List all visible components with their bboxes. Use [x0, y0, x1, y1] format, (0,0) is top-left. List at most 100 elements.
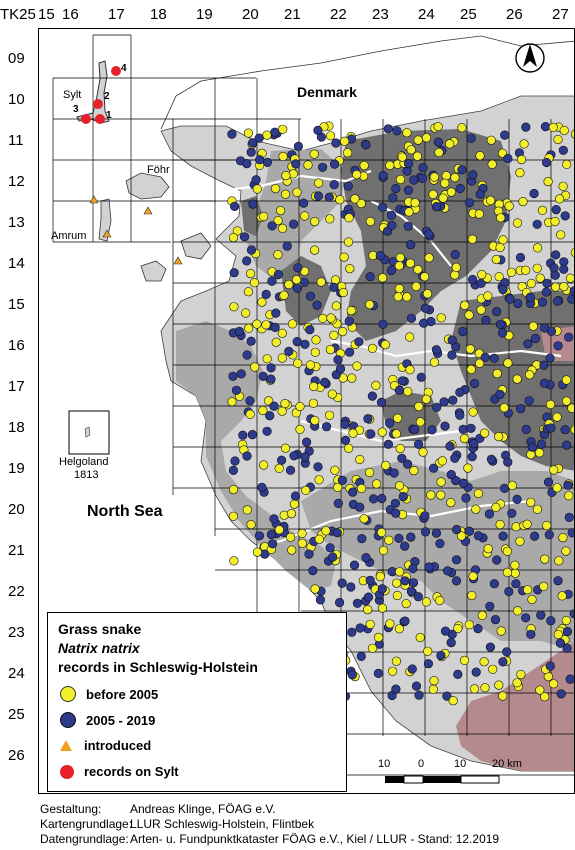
record-before-2005: [474, 209, 484, 219]
record-before-2005: [522, 585, 533, 595]
record-2005-2019: [541, 157, 552, 168]
record-before-2005: [295, 424, 305, 435]
record-2005-2019: [377, 493, 387, 504]
record-before-2005: [345, 264, 355, 274]
land-mid-south: [301, 461, 574, 651]
record-before-2005: [280, 189, 291, 199]
record-before-2005: [554, 556, 564, 566]
record-before-2005: [438, 193, 448, 203]
record-2005-2019: [383, 439, 394, 449]
legend: Grass snake Natrix natrix records in Sch…: [47, 612, 347, 792]
record-2005-2019: [333, 355, 343, 365]
record-before-2005: [512, 218, 523, 228]
grid-row-label: 16: [8, 337, 25, 354]
record-2005-2019: [391, 684, 401, 694]
record-2005-2019: [551, 205, 561, 215]
record-before-2005: [229, 556, 239, 566]
record-2005-2019: [343, 181, 353, 191]
record-2005-2019: [536, 610, 546, 620]
record-before-2005: [356, 198, 366, 209]
record-2005-2019: [446, 470, 456, 480]
record-2005-2019: [352, 598, 363, 608]
record-before-2005: [352, 170, 362, 180]
record-2005-2019: [420, 511, 430, 521]
record-2005-2019: [560, 425, 570, 435]
record-before-2005: [243, 287, 253, 297]
record-before-2005: [453, 623, 463, 634]
grid-row-label: 09: [8, 50, 25, 67]
record-before-2005: [245, 409, 255, 419]
record-before-2005: [393, 413, 403, 423]
record-2005-2019: [432, 402, 442, 412]
legend-item-2005-2019: 2005 - 2019: [60, 712, 155, 728]
record-2005-2019: [468, 274, 478, 285]
record-before-2005: [367, 643, 378, 653]
record-2005-2019: [257, 482, 267, 493]
record-2005-2019: [392, 126, 402, 136]
grid-row-label: 24: [8, 665, 25, 682]
record-before-2005: [259, 460, 269, 470]
record-before-2005: [535, 685, 545, 695]
record-before-2005: [480, 683, 490, 693]
record-before-2005: [506, 267, 517, 277]
record-2005-2019: [450, 453, 460, 463]
record-before-2005: [250, 362, 260, 372]
record-before-2005: [412, 151, 423, 161]
record-before-2005: [559, 282, 569, 292]
record-2005-2019: [398, 492, 408, 502]
record-2005-2019: [530, 333, 541, 344]
record-2005-2019: [539, 360, 549, 370]
record-2005-2019: [447, 350, 457, 360]
record-2005-2019: [418, 163, 428, 173]
record-before-2005: [537, 205, 548, 215]
record-2005-2019: [504, 586, 514, 597]
grid-column-label: 15: [38, 6, 55, 23]
record-before-2005: [371, 380, 381, 391]
introduced-marker: [143, 206, 153, 215]
record-before-2005: [558, 181, 568, 191]
record-2005-2019: [397, 453, 407, 463]
record-before-2005: [259, 211, 269, 222]
record-before-2005: [570, 248, 574, 257]
record-2005-2019: [363, 592, 374, 602]
record-before-2005: [479, 657, 489, 667]
record-2005-2019: [480, 352, 490, 363]
record-2005-2019: [559, 264, 569, 274]
label-amrum: Amrum: [51, 230, 87, 242]
record-before-2005: [467, 234, 478, 244]
record-before-2005: [477, 610, 487, 621]
record-2005-2019: [473, 623, 483, 634]
record-2005-2019: [242, 451, 252, 461]
record-2005-2019: [335, 597, 345, 608]
record-before-2005: [468, 571, 478, 581]
record-before-2005: [346, 306, 356, 316]
record-before-2005: [539, 581, 549, 592]
record-2005-2019: [498, 328, 508, 338]
credits: Gestaltung: Andreas Klinge, FÖAG e.V. Kar…: [40, 802, 499, 847]
record-before-2005: [492, 368, 502, 379]
record-before-2005: [512, 606, 523, 616]
grid-row-label: 20: [8, 501, 25, 518]
record-2005-2019: [313, 191, 324, 201]
record-before-2005: [415, 632, 425, 643]
record-before-2005: [406, 145, 416, 155]
record-2005-2019: [544, 530, 554, 540]
record-before-2005: [498, 691, 508, 701]
record-2005-2019: [330, 159, 340, 169]
record-2005-2019: [305, 325, 315, 335]
record-before-2005: [339, 252, 349, 262]
record-2005-2019: [540, 323, 550, 333]
record-before-2005: [423, 646, 433, 656]
record-2005-2019: [340, 419, 350, 430]
record-before-2005: [284, 279, 294, 290]
record-2005-2019: [387, 210, 397, 220]
record-2005-2019: [440, 626, 451, 636]
record-2005-2019: [273, 269, 284, 280]
record-before-2005: [476, 305, 486, 315]
record-before-2005: [249, 278, 260, 288]
grid-column-label: 19: [196, 6, 213, 23]
record-before-2005: [526, 278, 537, 289]
record-before-2005: [557, 591, 567, 601]
record-before-2005: [258, 405, 268, 416]
record-2005-2019: [558, 145, 568, 155]
